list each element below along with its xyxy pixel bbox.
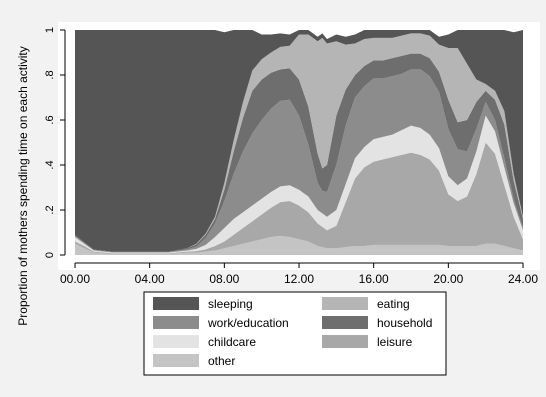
x-tick-label: 08.00 bbox=[209, 272, 239, 286]
legend-swatch bbox=[153, 297, 199, 310]
legend-swatch bbox=[322, 335, 368, 348]
x-tick-label: 20.00 bbox=[433, 272, 463, 286]
area-childcare bbox=[75, 115, 523, 254]
area-work-education bbox=[75, 69, 523, 253]
area-household bbox=[75, 53, 523, 253]
legend-label: leisure bbox=[377, 335, 413, 349]
area-sleeping bbox=[75, 30, 523, 252]
legend-label: childcare bbox=[208, 335, 256, 349]
axes-group: 0 .2 .4 .6 .8 1 00.00 04.00 08.00 12.00 16.00 20.00… bbox=[44, 27, 538, 286]
legend-swatch bbox=[153, 354, 199, 367]
x-tick-label: 24.00 bbox=[508, 272, 538, 286]
y-tick-label: 0 bbox=[44, 252, 56, 258]
y-tick-label: 1 bbox=[44, 27, 56, 33]
x-tick-label: 00.00 bbox=[60, 272, 90, 286]
legend-swatch bbox=[153, 316, 199, 329]
y-tick-label: .6 bbox=[44, 115, 56, 124]
y-tick-label: .4 bbox=[44, 160, 56, 169]
legend-label: work/education bbox=[207, 316, 289, 330]
area-series-group bbox=[75, 30, 523, 255]
legend-swatch bbox=[322, 297, 368, 310]
x-tick-label: 12.00 bbox=[284, 272, 314, 286]
legend: sleeping eating work/education household chi… bbox=[143, 291, 447, 376]
y-tick-label: .2 bbox=[44, 205, 56, 214]
area-other bbox=[75, 235, 523, 255]
y-axis-label: Proportion of mothers spending time on e… bbox=[16, 46, 30, 325]
x-tick-label: 16.00 bbox=[359, 272, 389, 286]
legend-label: eating bbox=[377, 297, 410, 311]
legend-label: household bbox=[377, 316, 432, 330]
legend-label: sleeping bbox=[208, 297, 253, 311]
x-tick-label: 04.00 bbox=[135, 272, 165, 286]
legend-swatch bbox=[153, 335, 199, 348]
legend-swatch bbox=[322, 316, 368, 329]
area-eating bbox=[75, 33, 523, 252]
area-leisure bbox=[75, 142, 523, 254]
y-tick-label: .8 bbox=[44, 70, 56, 79]
legend-label: other bbox=[208, 354, 235, 368]
